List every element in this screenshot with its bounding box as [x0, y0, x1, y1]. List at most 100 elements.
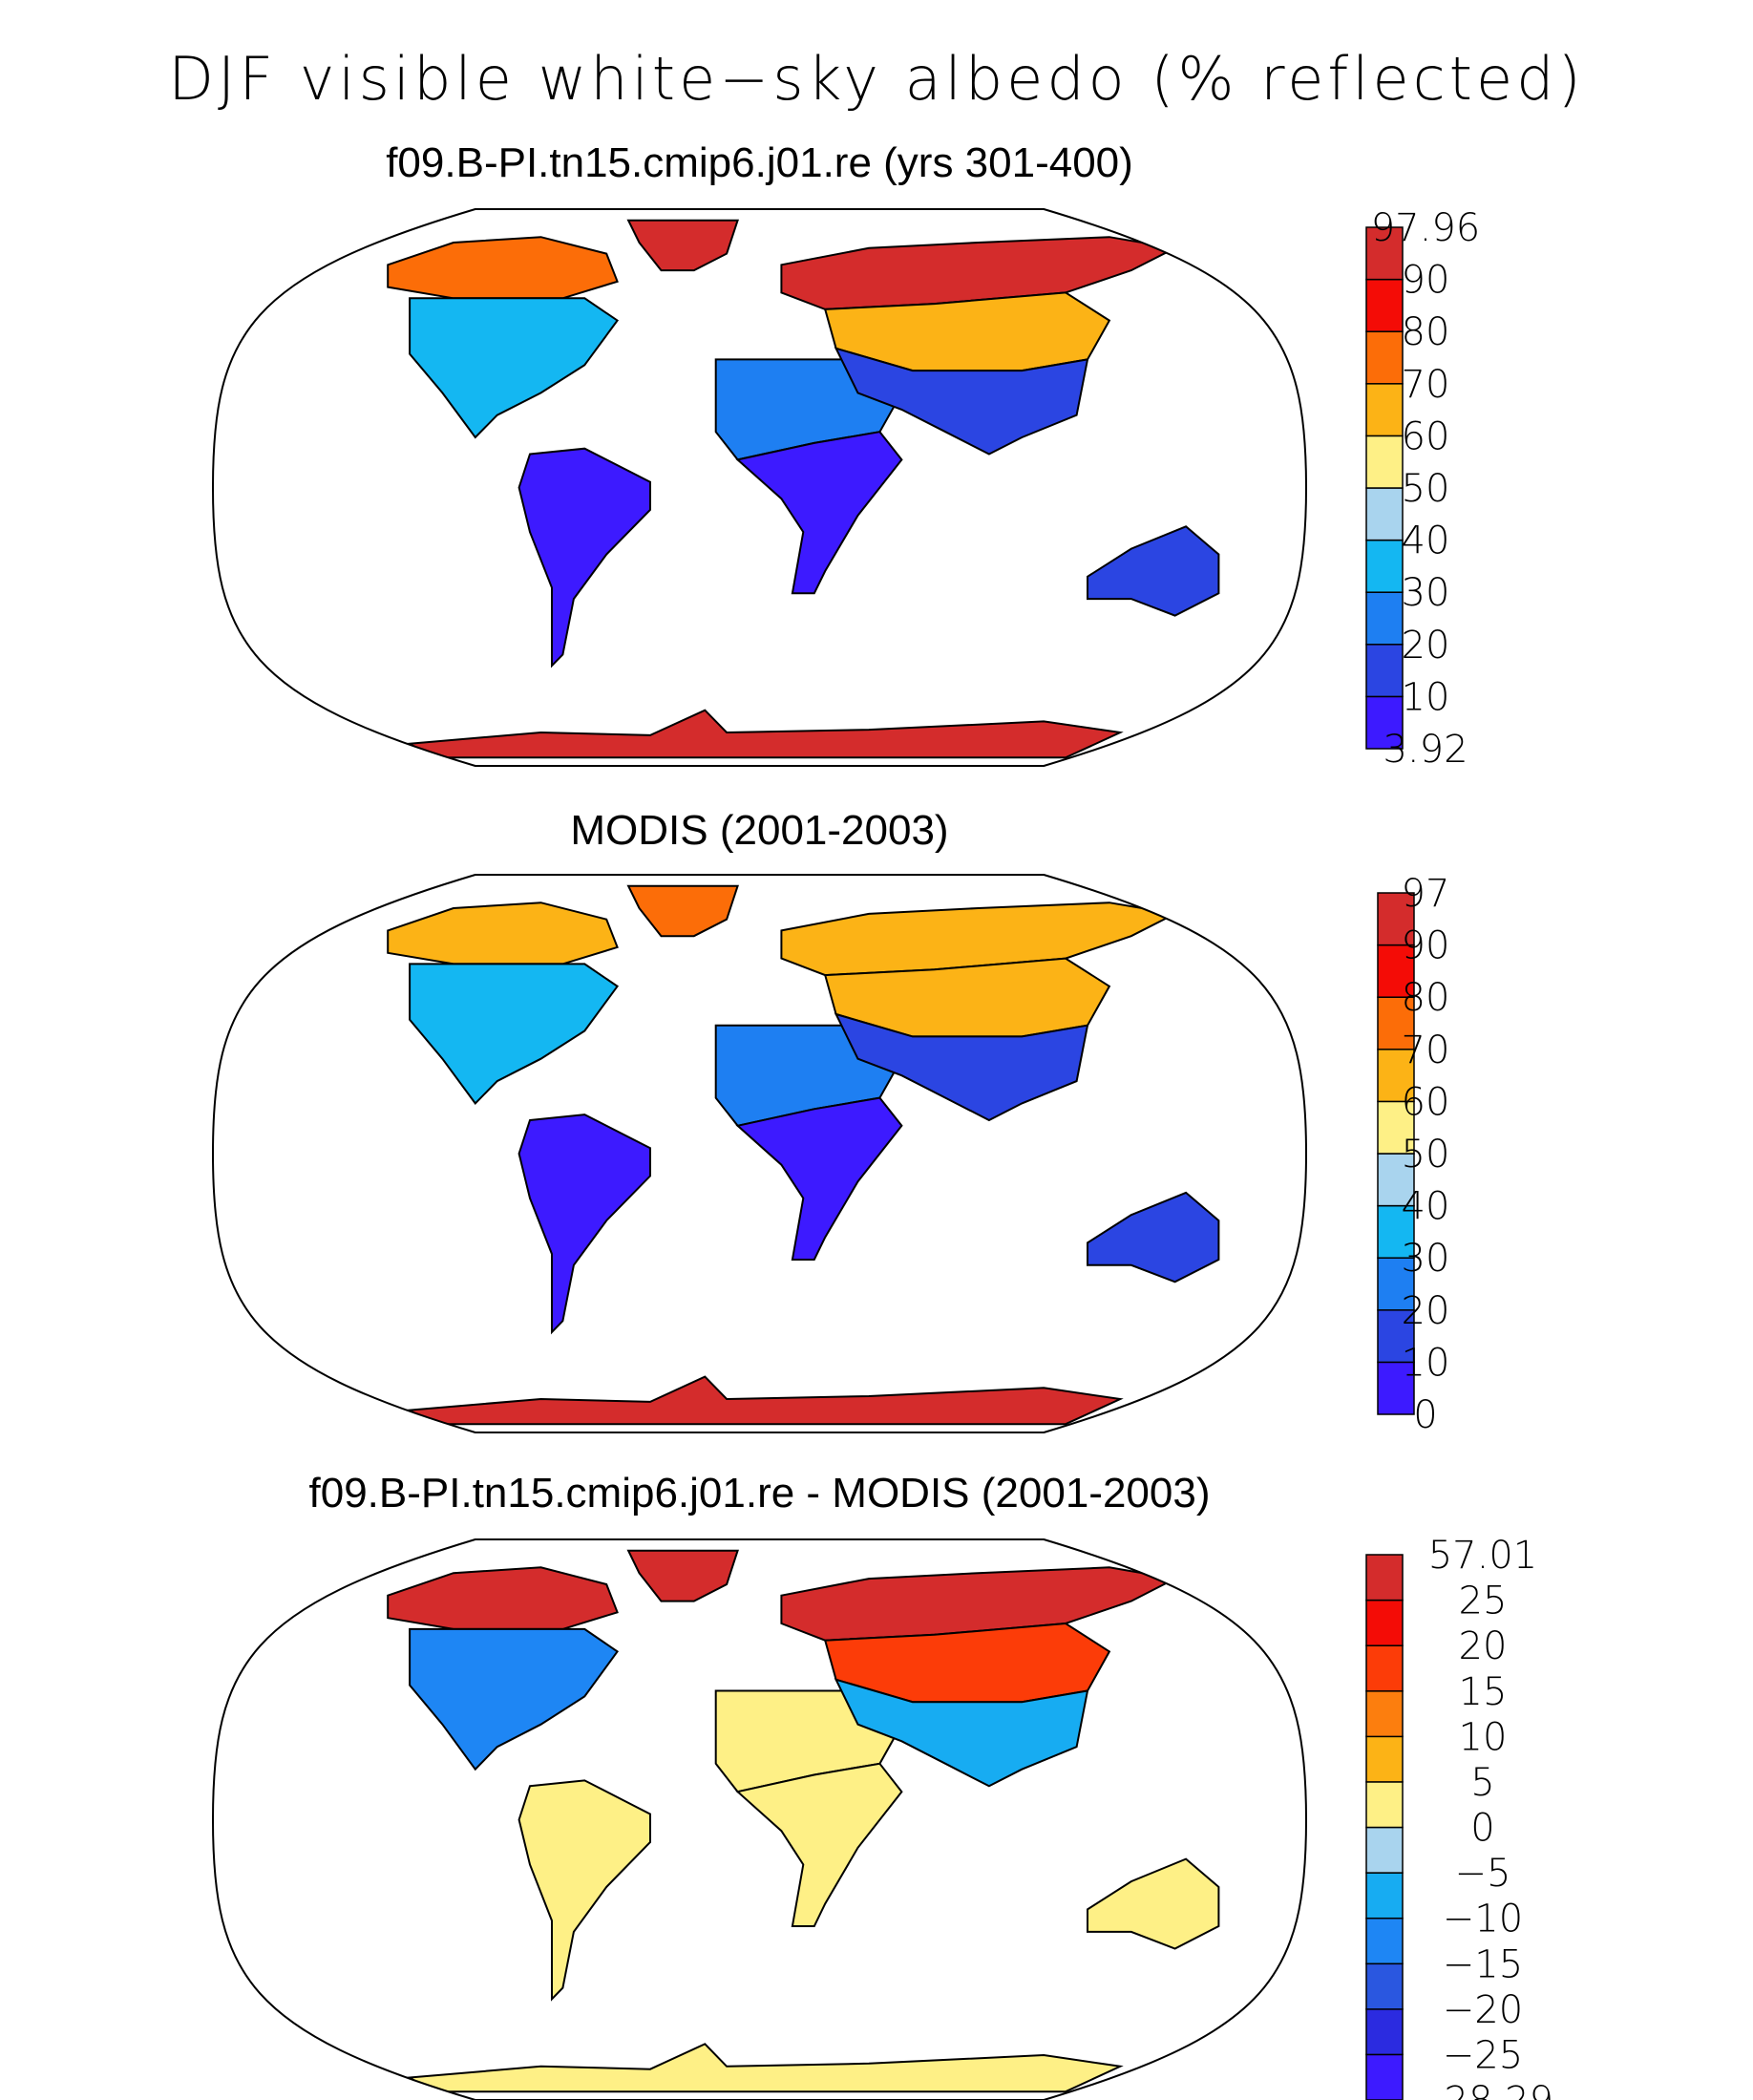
region-southern-asia	[834, 1678, 1089, 1788]
figure-title: DJF visible white−sky albedo (% reflecte…	[168, 44, 1584, 114]
land-layer	[387, 1549, 1220, 2093]
colorbar-label: 50	[1402, 1133, 1450, 1177]
region-antarctica	[407, 1375, 1124, 1426]
map-frame	[211, 874, 1308, 1433]
region-southern-asia	[834, 347, 1089, 456]
colorbar-label: 30	[1402, 1237, 1450, 1281]
colorbar-box	[1377, 892, 1415, 946]
colorbar-label: 90	[1402, 924, 1450, 968]
region-antarctica	[407, 709, 1124, 759]
region-australia	[1087, 525, 1220, 617]
colorbar-label: 5	[1470, 1761, 1494, 1805]
region-canadian-arctic	[387, 236, 619, 300]
colorbar-label: 15	[1459, 1670, 1508, 1714]
region-northern-north-america	[409, 963, 620, 1105]
region-northern-eurasia	[780, 1566, 1178, 1642]
colorbar-label: 10	[1459, 1715, 1508, 1759]
colorbar-box	[1365, 1872, 1404, 1920]
map-panel-3: f09.B-PI.tn15.cmip6.j01.re - MODIS (2001…	[211, 1470, 1553, 2100]
land-layer	[387, 219, 1220, 759]
map-frame	[211, 208, 1308, 767]
region-australia	[1087, 1191, 1220, 1283]
colorbar-label: 25	[1459, 1580, 1508, 1623]
region-canadian-arctic	[387, 1566, 619, 1630]
colorbar-box	[1365, 1599, 1404, 1646]
colorbar-label: 20	[1402, 624, 1450, 668]
colorbar-label: 60	[1402, 414, 1450, 458]
colorbar: 97.96 90 80 70 60 50 40 30 20 10 3.92	[1365, 206, 1481, 772]
colorbar-label: −15	[1443, 1942, 1523, 1986]
colorbar-box	[1365, 1690, 1404, 1738]
colorbar-box	[1365, 2053, 1404, 2100]
colorbar-box	[1365, 1781, 1404, 1829]
region-southern-asia	[834, 1012, 1089, 1122]
colorbar-label: 90	[1402, 259, 1450, 303]
colorbar-box	[1377, 944, 1415, 998]
colorbar-box	[1365, 383, 1404, 437]
colorbar-box	[1365, 435, 1404, 489]
colorbar-box	[1377, 1309, 1415, 1364]
colorbar-label: 97.96	[1371, 206, 1481, 250]
map-panel-2: MODIS (2001-2003) 97 90 80 70 60 50 40 30 20 10 0	[211, 807, 1450, 1437]
panel-title: MODIS (2001-2003)	[570, 807, 948, 854]
colorbar-label: 80	[1402, 310, 1450, 354]
colorbar-label: −25	[1443, 2033, 1523, 2077]
region-greenland	[626, 884, 739, 938]
panel-title: f09.B-PI.tn15.cmip6.j01.re - MODIS (2001…	[309, 1470, 1211, 1517]
colorbar-label: 40	[1402, 1185, 1450, 1229]
colorbar-label: 0	[1413, 1393, 1437, 1437]
colorbar-label: 10	[1402, 1341, 1450, 1385]
colorbar-box	[1365, 1735, 1404, 1783]
colorbar-box	[1365, 330, 1404, 385]
colorbar-box	[1365, 1962, 1404, 2010]
colorbar-label: 3.92	[1383, 728, 1468, 772]
region-south-america	[517, 1779, 651, 2002]
region-greenland	[626, 219, 739, 272]
region-australia	[1087, 1857, 1220, 1950]
region-tropical-africa	[735, 431, 903, 595]
region-northern-eurasia	[780, 236, 1178, 310]
region-northern-north-america	[409, 1627, 620, 1771]
colorbar-label: −10	[1443, 1898, 1523, 1941]
colorbar-label: 30	[1402, 571, 1450, 615]
colorbar-box	[1365, 226, 1404, 281]
region-northern-north-america	[409, 297, 620, 439]
colorbar-label: 40	[1402, 520, 1450, 563]
colorbar-box	[1365, 1917, 1404, 1965]
colorbar-label: −5	[1455, 1852, 1511, 1896]
colorbar-label: 97	[1402, 872, 1450, 916]
colorbar-box	[1365, 1644, 1404, 1692]
region-tropical-africa	[735, 1762, 903, 1927]
colorbar-box	[1365, 695, 1404, 750]
colorbar-box	[1365, 644, 1404, 698]
colorbar-box	[1377, 1049, 1415, 1103]
region-tropical-africa	[735, 1096, 903, 1261]
colorbar-label: 57.01	[1428, 1534, 1538, 1578]
colorbar-label: 70	[1402, 363, 1450, 407]
land-layer	[387, 884, 1220, 1426]
colorbar-box	[1365, 1826, 1404, 1874]
colorbar-box	[1365, 539, 1404, 593]
colorbar-label: 50	[1402, 467, 1450, 511]
colorbar-label: 70	[1402, 1029, 1450, 1072]
map-frame	[211, 1538, 1308, 2100]
colorbar-label: −28.29	[1412, 2079, 1553, 2100]
region-greenland	[626, 1549, 739, 1602]
colorbar-box	[1365, 1554, 1404, 1602]
region-south-america	[517, 1114, 651, 1335]
colorbar-label: −20	[1443, 1988, 1523, 2032]
map-panel-1: f09.B-PI.tn15.cmip6.j01.re (yrs 301-400)…	[211, 139, 1481, 772]
panel-title: f09.B-PI.tn15.cmip6.j01.re (yrs 301-400)	[386, 139, 1133, 186]
colorbar: 97 90 80 70 60 50 40 30 20 10 0	[1377, 872, 1450, 1437]
colorbar-label: 20	[1402, 1289, 1450, 1333]
colorbar-label: 0	[1470, 1807, 1494, 1851]
colorbar-box	[1365, 591, 1404, 646]
region-south-america	[517, 447, 651, 668]
region-northern-eurasia	[780, 902, 1178, 977]
colorbar-box	[1365, 2008, 1404, 2056]
colorbar-label: 10	[1402, 675, 1450, 719]
colorbar-box	[1377, 1361, 1415, 1415]
panels: f09.B-PI.tn15.cmip6.j01.re (yrs 301-400)…	[211, 139, 1553, 2100]
